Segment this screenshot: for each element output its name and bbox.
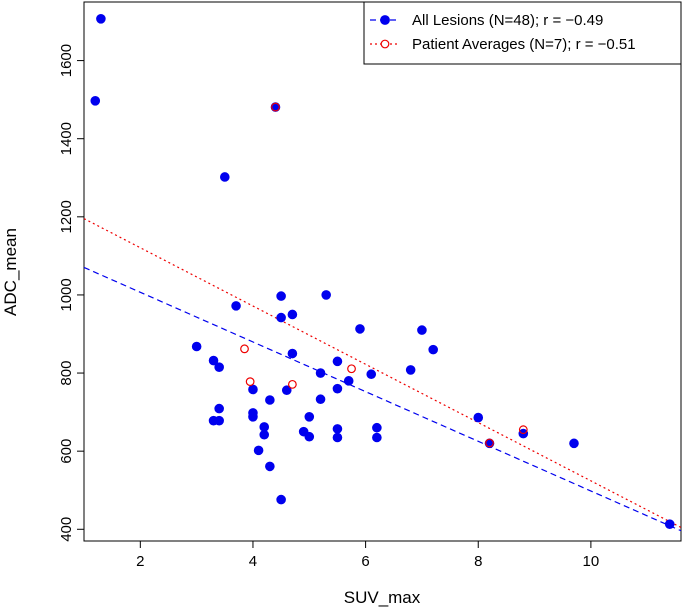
lesion-point: [220, 172, 230, 182]
patient-average-point: [245, 377, 255, 387]
fit-line: [83, 266, 682, 532]
x-tick-label: 10: [583, 553, 600, 570]
y-tick-label: 600: [58, 439, 75, 464]
legend-marker: [380, 39, 390, 49]
lesion-point: [265, 461, 275, 472]
lesion-point: [253, 445, 264, 456]
lesion-point: [191, 341, 202, 352]
lesion-point: [214, 403, 224, 414]
lesion-point: [321, 290, 331, 300]
x-tick-label: 2: [136, 553, 144, 570]
lesion-point: [332, 383, 343, 394]
data-points: [90, 13, 675, 530]
x-axis-label: SUV_max: [344, 588, 421, 607]
lesion-point: [90, 96, 101, 106]
x-tick-label: 8: [474, 553, 482, 570]
lesion-point: [276, 494, 286, 505]
legend-box: [363, 1, 682, 65]
lesion-point: [259, 429, 270, 440]
lesion-point: [315, 394, 326, 405]
lesion-point: [231, 301, 241, 311]
lesion-point: [281, 385, 292, 396]
x-tick-label: 6: [361, 553, 369, 570]
lesion-point: [569, 438, 579, 449]
lesion-point: [287, 348, 298, 359]
y-axis: 400 600 800 1000 1200 1400 1600: [58, 44, 84, 542]
patient-average-point: [287, 379, 297, 389]
lesion-point: [372, 432, 382, 443]
x-tick-label: 4: [249, 553, 257, 570]
lesion-point: [417, 325, 427, 335]
y-tick-label: 1000: [58, 278, 75, 311]
y-tick-label: 400: [58, 517, 75, 542]
patient-average-point: [347, 364, 356, 374]
lesion-point: [315, 368, 326, 378]
legend: All Lesions (N=48); r = −0.49 Patient Ave…: [363, 1, 682, 65]
y-tick-label: 1600: [58, 44, 75, 77]
lesion-point: [208, 355, 219, 366]
lesion-point: [259, 422, 270, 432]
patient-average-point: [518, 425, 528, 435]
legend-label: All Lesions (N=48); r = −0.49: [412, 12, 603, 29]
lesion-point: [332, 424, 343, 434]
lesion-point: [405, 365, 416, 375]
lesion-point: [332, 356, 343, 367]
lesion-point: [343, 376, 354, 386]
lesion-point: [366, 369, 377, 380]
fit-lines: [83, 218, 682, 532]
lesion-point: [214, 415, 224, 426]
x-axis: 2 4 6 8 10: [136, 541, 599, 570]
lesion-point: [248, 411, 258, 422]
legend-label: Patient Averages (N=7); r = −0.51: [412, 36, 636, 53]
lesion-point: [428, 344, 438, 355]
y-tick-label: 800: [58, 361, 75, 386]
lesion-point: [214, 362, 224, 372]
legend-marker: [380, 15, 390, 25]
y-tick-label: 1400: [58, 122, 75, 155]
plot-frame: [83, 1, 682, 542]
lesion-point: [332, 432, 343, 443]
lesion-point: [265, 395, 275, 405]
lesion-point: [355, 324, 365, 334]
lesion-point: [304, 411, 315, 422]
lesion-point: [96, 13, 106, 24]
patient-average-point: [240, 344, 249, 354]
lesion-point: [276, 291, 286, 301]
lesion-point: [473, 412, 484, 423]
lesion-point: [304, 431, 315, 442]
lesion-point: [372, 422, 382, 433]
patient-average-point: [271, 102, 280, 112]
lesion-point: [276, 312, 286, 323]
y-tick-label: 1200: [58, 200, 75, 233]
lesion-point: [248, 384, 258, 395]
lesion-point: [287, 309, 298, 320]
lesion-point: [664, 519, 675, 530]
patient-average-point: [485, 438, 494, 448]
fit-line: [83, 218, 682, 529]
y-axis-label: ADC_mean: [1, 228, 20, 316]
